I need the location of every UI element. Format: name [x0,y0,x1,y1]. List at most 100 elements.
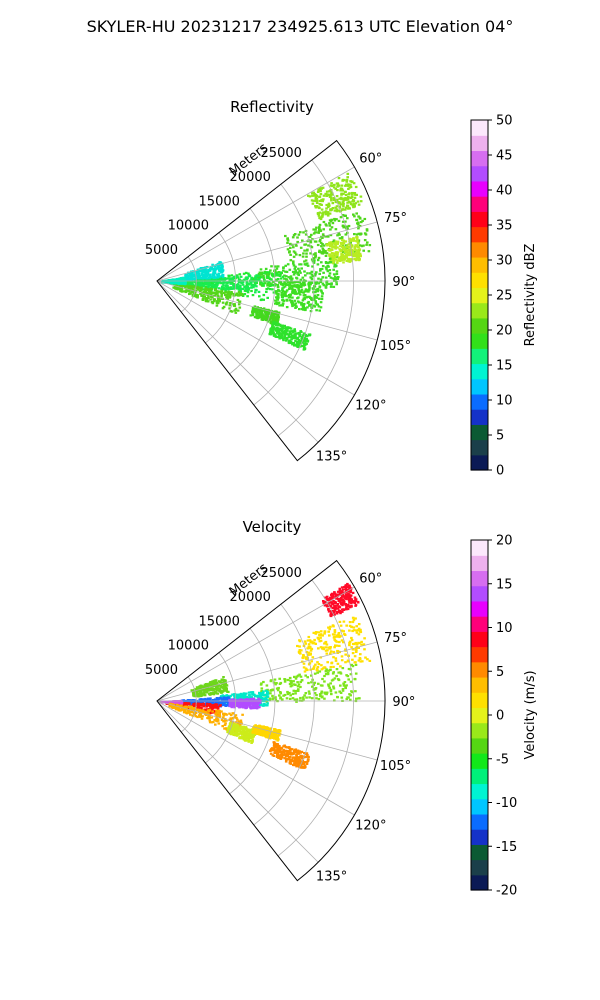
radar-gate [195,281,199,284]
radar-gate [333,256,336,259]
radar-gate [332,606,335,610]
radar-gate [331,595,334,598]
radar-gate [296,272,299,275]
radar-gate [252,735,255,738]
radar-gate [324,641,327,644]
radar-gate [349,673,353,676]
radar-gate [278,333,281,336]
radar-gate [217,287,220,290]
radar-gate [315,296,319,299]
radar-gate [341,201,345,204]
colorbar-segment [471,165,488,182]
radar-gate [280,335,283,338]
radar-gate [216,715,219,718]
radar-gate [220,279,224,282]
radar-gate [313,294,317,297]
radar-gate [188,277,191,280]
radar-gate [321,276,325,279]
radar-gate [276,295,279,298]
radar-gate [342,594,345,597]
radar-gate [335,668,339,671]
radar-gate [334,206,337,209]
radar-gate [189,276,193,279]
radar-gate [197,702,200,705]
radar-gate [233,716,237,719]
radar-gate [231,717,235,720]
colorbar-segment [471,135,488,152]
radar-gate [354,598,358,601]
radar-gate [277,311,281,314]
radar-gate [342,608,345,611]
radar-gate [283,324,286,327]
radar-gate [247,283,250,286]
radar-gate [316,666,320,669]
radar-gate [308,696,311,699]
radar-gate [292,273,296,276]
radar-gate [232,304,236,307]
radar-gate [311,192,314,195]
radar-gate [338,202,342,205]
radar-gate [346,696,349,699]
radar-gate [338,233,341,236]
radar-gate [200,702,203,706]
colorbar-segment [471,287,488,304]
radar-gate [281,324,284,327]
radar-gate [355,629,358,632]
radar-gate [346,176,349,179]
radar-gate [359,232,363,235]
radar-gate [260,309,263,312]
radar-gate [223,277,226,280]
radar-gate [319,646,323,649]
radar-gate [257,290,261,293]
radar-gate [264,693,267,696]
radar-gate [214,713,217,716]
radar-gate [342,226,345,229]
radar-gate [330,218,333,221]
radar-gate [290,682,293,685]
radar-gate [286,248,290,251]
radar-gate [313,672,317,675]
radar-gate [335,611,338,614]
radar-gate [329,234,333,237]
radar-gate [232,731,236,734]
radar-gate [266,315,269,318]
radar-gate [205,277,208,280]
radar-gate [243,285,246,288]
radar-gate [205,274,209,278]
radar-gate [329,598,332,601]
radar-gate [197,714,201,717]
radar-gate [242,703,246,706]
radar-gate [270,265,273,268]
radar-gate [260,281,263,284]
radar-gate [273,678,277,681]
radar-gate [250,728,254,732]
radar-gate [305,696,308,699]
radar-gate [336,607,340,610]
radar-gate [232,284,235,287]
radar-gate [315,271,318,274]
radar-gate [202,270,206,273]
radar-gate [302,302,306,306]
radar-gate [285,306,289,309]
radar-gate [329,220,333,223]
radar-gate [290,299,294,302]
radar-gate [279,681,283,685]
radar-gate [231,277,235,280]
radar-gate [270,322,274,325]
radar-gate [357,659,361,662]
radar-gate [255,285,258,288]
radar-gate [279,277,283,280]
radar-gate [212,283,215,286]
radar-gate [342,246,346,249]
radar-gate [296,674,300,677]
radar-gate [307,236,311,239]
radar-gate [357,697,361,700]
radar-gate [331,613,335,616]
radar-gate [231,712,235,715]
radar-gate [330,593,334,596]
radar-gate [299,675,303,678]
radar-gate [341,254,345,257]
radar-gate [208,721,212,724]
radar-gate [260,276,263,279]
radar-gate [296,240,299,244]
